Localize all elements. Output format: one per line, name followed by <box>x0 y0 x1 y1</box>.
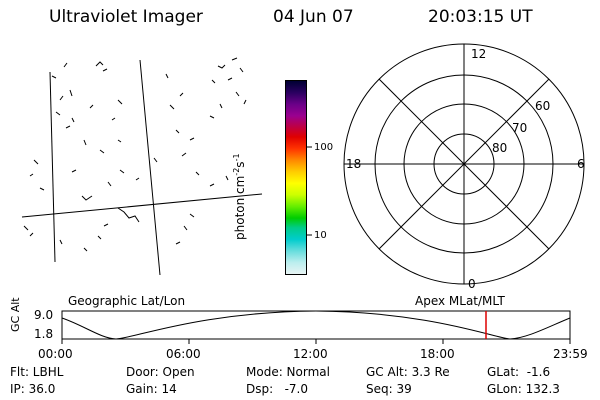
latitude-line <box>21 193 263 218</box>
dsp-info: Dsp: -7.0 <box>246 382 309 396</box>
geographic-title: Geographic Lat/Lon <box>68 294 186 308</box>
glat-info: GLat: -1.6 <box>487 365 551 379</box>
gain-info: Gain: 14 <box>126 382 177 396</box>
alt-tick-low: 1.8 <box>34 327 54 341</box>
ip-info: IP: 36.0 <box>10 382 56 396</box>
instrument-title: Ultraviolet Imager <box>49 7 203 27</box>
lat-label-70: 70 <box>512 121 528 135</box>
intensity-colorbar <box>285 80 307 275</box>
altitude-curve <box>61 310 571 340</box>
coastline-fragment <box>55 89 223 129</box>
mlt-label-12: 12 <box>471 47 487 61</box>
gc-alt-axis-label: GC Alt <box>9 297 22 332</box>
colorbar-tick-label: 100 <box>314 142 334 153</box>
date-label: 04 Jun 07 <box>273 7 354 27</box>
door-info: Door: Open <box>126 365 195 379</box>
time-tick: 23:59 <box>553 347 588 361</box>
lat-label-80: 80 <box>492 141 508 155</box>
time-tick: 18:00 <box>420 347 455 361</box>
time-tick: 06:00 <box>166 347 201 361</box>
coastline-fragment <box>29 91 247 191</box>
meridian-line <box>49 71 56 263</box>
mode-info: Mode: Normal <box>246 365 330 379</box>
mlt-label-6: 6 <box>577 157 585 171</box>
lat-label-60: 60 <box>535 99 551 113</box>
apex-title: Apex MLat/MLT <box>415 294 505 308</box>
time-tick: 12:00 <box>293 347 328 361</box>
mlt-label-0: 0 <box>468 277 476 291</box>
mlt-label-18: 18 <box>346 157 362 171</box>
meridian-line <box>139 59 161 276</box>
polar-axis-diagonal <box>378 78 550 250</box>
glon-info: GLon: 132.3 <box>487 382 560 396</box>
time-label: 20:03:15 UT <box>428 7 533 27</box>
coastline-fragment <box>51 57 244 84</box>
alt-tick-high: 9.0 <box>34 308 54 322</box>
filter-info: Flt: LBHL <box>10 365 64 379</box>
gc-alt-info: GC Alt: 3.3 Re <box>366 365 450 379</box>
coastline-fragment <box>71 152 229 201</box>
coastline-fragment <box>23 207 195 252</box>
seq-info: Seq: 39 <box>366 382 412 396</box>
time-tick: 00:00 <box>38 347 73 361</box>
colorbar-tick-label: 10 <box>314 230 327 241</box>
